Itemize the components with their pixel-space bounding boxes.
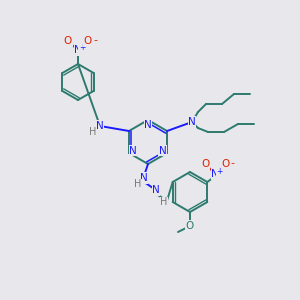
Text: N: N [144, 120, 152, 130]
Text: N: N [140, 173, 148, 183]
Text: +: + [79, 44, 85, 52]
Text: H: H [89, 127, 97, 137]
Text: +: + [216, 167, 223, 176]
Text: -: - [230, 158, 234, 168]
Text: N: N [129, 146, 137, 155]
Text: O: O [186, 221, 194, 231]
Text: N: N [96, 121, 104, 131]
Text: H: H [160, 197, 168, 207]
Text: O: O [84, 36, 92, 46]
Text: N: N [74, 45, 82, 55]
Text: N: N [159, 146, 167, 155]
Text: O: O [221, 159, 230, 169]
Text: H: H [134, 179, 142, 189]
Text: O: O [64, 36, 72, 46]
Text: O: O [201, 159, 209, 169]
Text: N: N [188, 117, 196, 127]
Text: -: - [93, 35, 97, 45]
Text: N: N [212, 169, 219, 179]
Text: N: N [152, 185, 160, 195]
